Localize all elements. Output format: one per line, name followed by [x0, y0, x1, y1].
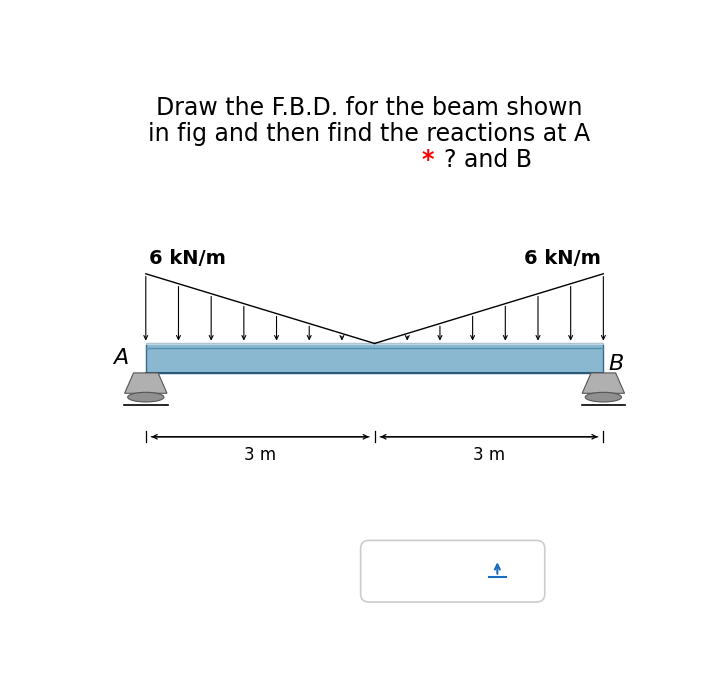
- Ellipse shape: [127, 393, 164, 402]
- Text: ? and B: ? and B: [444, 148, 532, 172]
- Text: *: *: [422, 148, 443, 172]
- Bar: [145, 343, 603, 373]
- Text: 6 kN/m: 6 kN/m: [148, 249, 225, 269]
- Ellipse shape: [585, 393, 621, 402]
- Text: B: B: [608, 354, 624, 374]
- Polygon shape: [582, 373, 624, 393]
- Text: 6 kN/m: 6 kN/m: [523, 249, 600, 269]
- FancyBboxPatch shape: [361, 540, 545, 602]
- Text: 3 m: 3 m: [244, 446, 276, 464]
- Text: إضافة ملف: إضافة ملف: [383, 562, 500, 580]
- Text: 3 m: 3 m: [473, 446, 505, 464]
- Text: in fig and then find the reactions at A: in fig and then find the reactions at A: [148, 122, 590, 146]
- Polygon shape: [125, 373, 167, 393]
- Text: Draw the F.B.D. for the beam shown: Draw the F.B.D. for the beam shown: [156, 95, 582, 120]
- Text: A: A: [113, 348, 128, 368]
